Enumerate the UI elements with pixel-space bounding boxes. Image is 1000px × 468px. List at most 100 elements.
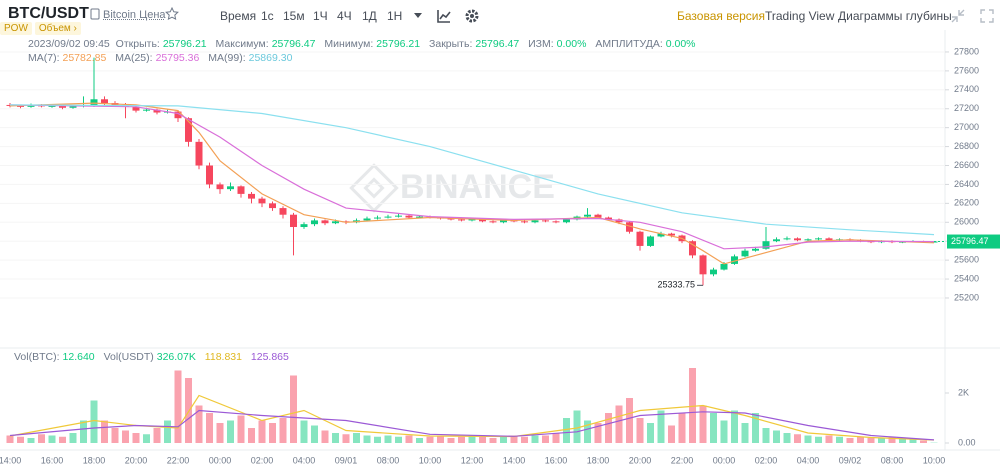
y-tick-label: 26000	[954, 217, 979, 227]
volume-bar	[867, 438, 875, 443]
candle-body	[395, 215, 402, 217]
volume-bar	[720, 420, 728, 443]
volume-bar	[384, 435, 392, 443]
candle-body	[59, 105, 66, 108]
subtitle[interactable]: Bitcoin Цена	[103, 9, 166, 21]
volume-bar	[657, 410, 665, 443]
candle-body	[258, 198, 266, 204]
interval[interactable]: 15м	[283, 9, 305, 23]
candle-body	[689, 241, 696, 256]
more-intervals[interactable]	[413, 12, 423, 20]
volume-bar	[216, 423, 224, 443]
badge[interactable]: Объем ›	[34, 22, 81, 35]
candle-body	[290, 214, 297, 228]
volume-bar	[836, 436, 843, 443]
candle-body	[248, 193, 255, 199]
y-tick-label: 27800	[954, 46, 979, 56]
interval[interactable]: 1Н	[387, 9, 403, 23]
y-tick-label: 27200	[954, 103, 979, 113]
candle-body	[825, 238, 833, 241]
interval[interactable]: 4Ч	[337, 9, 352, 23]
volume-bar	[153, 428, 161, 443]
volume-bar	[468, 435, 476, 443]
candle-body	[531, 220, 539, 223]
label: Минимум:	[324, 38, 374, 50]
legend-name: MA(99):	[208, 52, 246, 64]
y-tick-label: 0.00	[958, 437, 976, 447]
candle-body	[699, 255, 707, 275]
volume-bar	[248, 428, 255, 443]
volume-bar	[80, 420, 87, 443]
volume-bar	[290, 375, 297, 443]
volume-bar	[132, 433, 140, 443]
volume-legend: Vol(BTC): 12.640 Vol(USDT) 326.07K 118.831…	[14, 351, 292, 363]
candle-body	[720, 263, 728, 270]
candle-body	[815, 238, 822, 240]
candle-body	[279, 208, 287, 215]
volume-bar	[416, 438, 423, 443]
volume-bar	[668, 425, 675, 443]
volume-bar	[773, 430, 780, 443]
datetime: 2023/09/02 09:45	[28, 38, 110, 50]
collapse-button[interactable]	[951, 9, 965, 23]
volume-bar	[909, 439, 917, 443]
candle-body	[174, 111, 182, 119]
view-tab[interactable]: Базовая версия	[677, 9, 765, 23]
x-tick-label: 16:00	[41, 455, 64, 465]
y-tick-label: 25600	[954, 255, 979, 265]
x-tick-label: 10:00	[419, 455, 442, 465]
volume-bar	[888, 436, 896, 443]
price-tag	[947, 234, 1000, 249]
candle-body	[237, 186, 245, 194]
ma-line	[9, 102, 935, 265]
volume-bar	[794, 434, 801, 443]
legend-name: Vol(USDT)	[103, 351, 154, 363]
ohlc-info: 2023/09/02 09:45 Открыть: 25796.21 Максим…	[28, 38, 702, 50]
volume-bar	[489, 438, 497, 443]
favorite-star[interactable]	[165, 7, 179, 21]
candle-body	[500, 220, 507, 223]
volume-bar	[122, 430, 129, 443]
settings-button[interactable]	[464, 8, 480, 24]
interval[interactable]: Время	[220, 9, 257, 23]
volume-bar	[741, 423, 749, 443]
volume-bar	[426, 436, 434, 443]
candle-body	[185, 118, 192, 142]
volume-bar	[731, 410, 738, 443]
volume-bar	[752, 413, 759, 443]
volume-bar	[206, 413, 213, 443]
view-tab[interactable]: Trading View	[765, 9, 835, 23]
candle-body	[311, 220, 318, 225]
x-tick-label: 14:00	[503, 455, 526, 465]
candle-body	[489, 221, 497, 223]
volume-bar	[825, 435, 833, 443]
value: 0.00%	[665, 38, 696, 50]
badge[interactable]: POW	[0, 22, 32, 35]
candle-body	[216, 184, 224, 190]
indicators-button[interactable]	[436, 8, 452, 24]
volume-bar	[804, 435, 812, 443]
value: 25796.21	[162, 38, 207, 50]
interval[interactable]: 1Ч	[313, 9, 328, 23]
x-tick-label: 18:00	[587, 455, 610, 465]
fullscreen-button[interactable]	[980, 9, 994, 23]
volume-bar	[636, 418, 644, 443]
view-tab[interactable]: Диаграммы глубины	[838, 9, 952, 23]
volume-bar	[699, 405, 707, 443]
volume-bar	[195, 405, 203, 443]
interval[interactable]: 1с	[261, 9, 274, 23]
volume-bar	[185, 378, 192, 443]
candle-body	[542, 220, 549, 222]
volume-bar	[920, 440, 927, 443]
x-tick-label: 20:00	[125, 455, 148, 465]
candle-body	[447, 218, 455, 220]
candle-body	[752, 248, 759, 251]
interval[interactable]: 1Д	[362, 9, 377, 23]
candle-body	[132, 106, 140, 111]
volume-bar	[101, 420, 108, 443]
volume-bar	[174, 370, 182, 443]
y-tick-label: 26600	[954, 160, 979, 170]
volume-bar	[405, 435, 413, 443]
x-tick-label: 00:00	[713, 455, 736, 465]
legend-value: 118.831	[204, 351, 242, 363]
